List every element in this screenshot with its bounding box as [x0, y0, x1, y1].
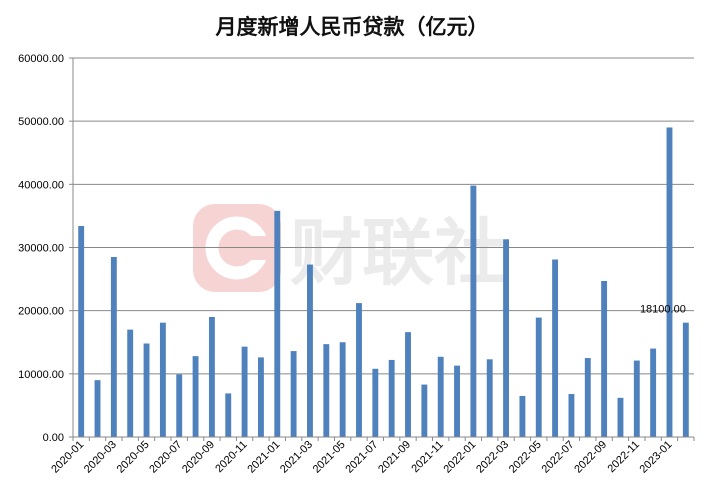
- x-tick-label: 2021-09: [376, 439, 413, 476]
- x-tick-label: 2022-03: [474, 439, 511, 476]
- bar: [552, 259, 559, 437]
- bar: [503, 239, 510, 437]
- x-tick-label: 2022-09: [572, 439, 609, 476]
- bar: [535, 317, 542, 437]
- y-tick-label: 30000.00: [18, 243, 64, 255]
- bar: [241, 346, 248, 437]
- bar: [307, 264, 313, 437]
- bars: [78, 127, 689, 437]
- bar: [650, 348, 657, 437]
- watermark: 财联社: [193, 204, 506, 295]
- bar: [290, 351, 297, 437]
- y-tick-label: 40000.00: [18, 179, 64, 191]
- bar: [454, 365, 460, 437]
- bar: [208, 316, 215, 437]
- axes: [72, 58, 694, 438]
- bar: [666, 127, 673, 437]
- y-tick-label: 0.00: [43, 432, 64, 444]
- bar: [159, 322, 166, 437]
- bar: [323, 344, 330, 437]
- x-tick-label: 2022-07: [540, 439, 577, 476]
- bar: [584, 358, 591, 437]
- bar: [78, 226, 85, 437]
- x-tick-label: 2021-11: [409, 439, 445, 475]
- x-tick-label: 2021-07: [343, 439, 380, 476]
- y-tick-label: 60000.00: [18, 53, 64, 65]
- bar: [682, 322, 689, 437]
- bar: [257, 357, 264, 437]
- data-labels: 18100.00: [640, 304, 686, 316]
- bar: [225, 393, 232, 437]
- bar: [356, 303, 362, 437]
- bar: [192, 356, 199, 437]
- y-tick-label: 20000.00: [18, 306, 64, 318]
- y-tick-label: 50000.00: [18, 116, 64, 128]
- x-tick-label: 2020-01: [49, 439, 86, 476]
- x-tick-label: 2020-03: [82, 439, 119, 476]
- bar: [143, 343, 150, 437]
- bar: [568, 394, 575, 437]
- x-tick-label: 2021-05: [311, 439, 348, 476]
- x-tick-label: 2020-09: [180, 439, 217, 476]
- x-tick-label: 2022-01: [441, 439, 478, 476]
- bar: [601, 280, 608, 437]
- x-tick-label: 2020-05: [115, 439, 152, 476]
- bar: [372, 368, 379, 437]
- bar: [339, 342, 346, 437]
- bar: [486, 359, 493, 437]
- x-tick-label: 2022-05: [507, 439, 544, 476]
- bar: [421, 384, 428, 437]
- data-label: 18100.00: [640, 304, 686, 316]
- x-axis-ticks: 2020-012020-032020-052020-072020-092020-…: [49, 437, 695, 476]
- chart-title: 月度新增人民币贷款（亿元）: [215, 14, 489, 39]
- bar: [617, 397, 624, 437]
- x-tick-label: 2020-11: [213, 439, 249, 475]
- bar: [94, 380, 101, 437]
- bar: [519, 395, 526, 437]
- x-tick-label: 2020-07: [147, 439, 184, 476]
- x-tick-label: 2021-03: [278, 439, 315, 476]
- bar: [110, 256, 117, 437]
- y-axis-ticks: 0.00 10000.00 20000.00 30000.00 40000.00 5000…: [18, 53, 73, 444]
- watermark-text: 财联社: [290, 211, 506, 295]
- bar: [176, 374, 183, 437]
- bar: [405, 332, 411, 437]
- bar: [127, 329, 134, 437]
- bar: [274, 210, 281, 437]
- bar: [388, 359, 395, 437]
- bar: [470, 185, 477, 437]
- bar: [633, 360, 640, 437]
- x-tick-label: 2023-01: [638, 439, 675, 476]
- bar: [437, 356, 444, 437]
- x-tick-label: 2021-01: [245, 439, 282, 476]
- x-tick-label: 2022-11: [605, 439, 641, 475]
- y-tick-label: 10000.00: [18, 369, 64, 381]
